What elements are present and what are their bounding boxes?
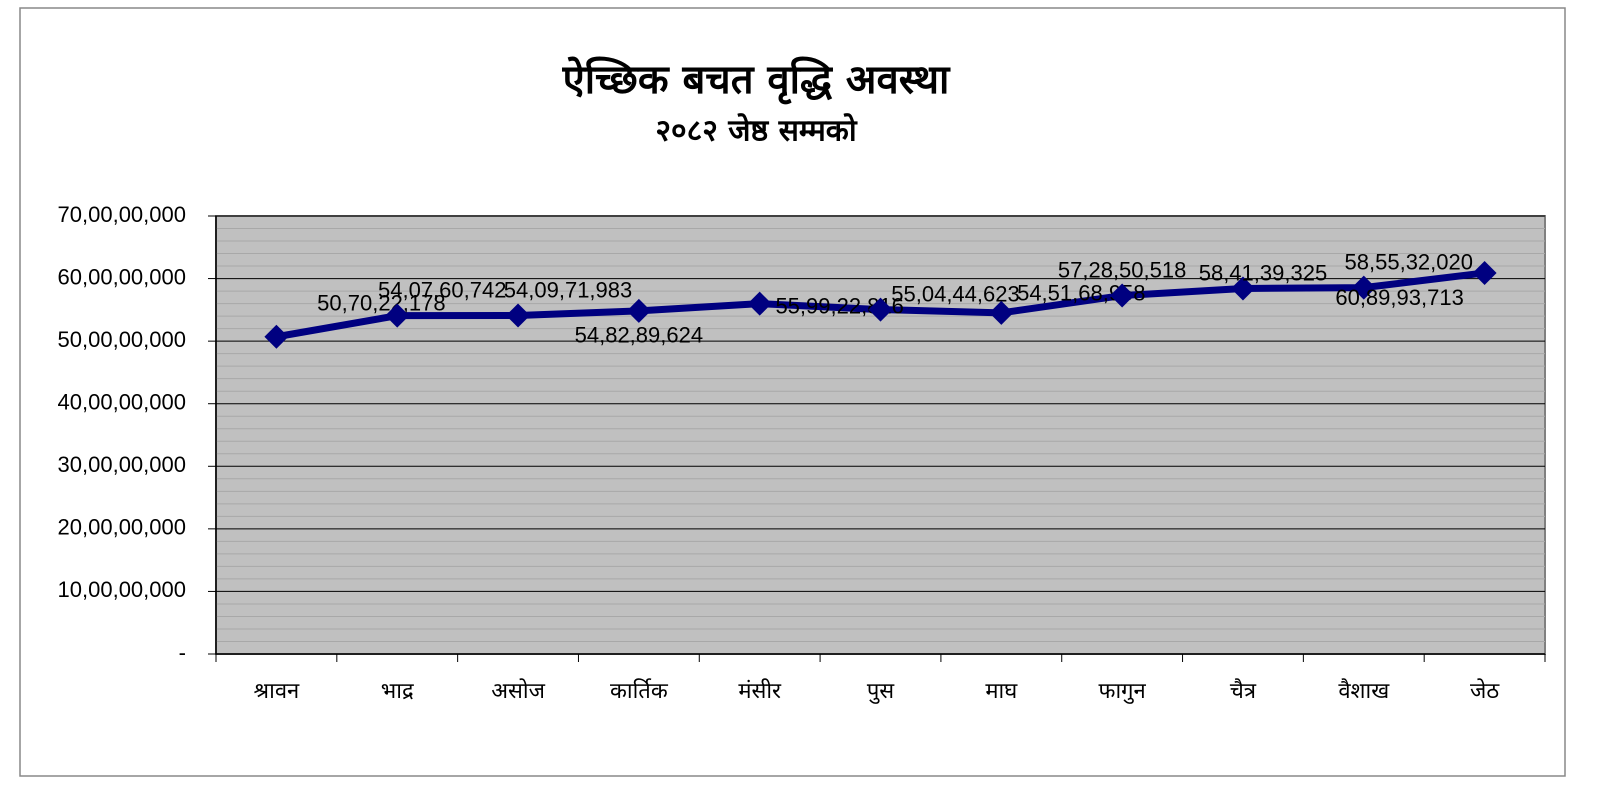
data-label: 58,55,32,020: [1345, 249, 1473, 274]
data-label: 54,09,71,983: [504, 277, 632, 302]
x-tick-label: वैशाख: [1338, 678, 1390, 704]
x-tick-label: श्रावन: [254, 679, 301, 704]
y-tick-label: 20,00,00,000: [58, 515, 186, 540]
data-point: [626, 298, 651, 323]
x-tick-label: चैत्र: [1230, 678, 1257, 704]
y-tick-label: 30,00,00,000: [58, 452, 186, 477]
data-point: [747, 291, 772, 316]
y-tick-label: 10,00,00,000: [58, 577, 186, 602]
data-label: 55,04,44,623: [891, 281, 1019, 306]
y-tick-label: 70,00,00,000: [58, 202, 186, 227]
x-tick-label: कार्तिक: [610, 678, 669, 704]
x-tick-label: असोज: [491, 678, 545, 704]
data-label: 54,07,60,742: [378, 277, 506, 302]
data-point: [385, 303, 410, 328]
data-point: [1110, 283, 1135, 308]
data-label: 54,82,89,624: [575, 323, 703, 348]
data-point: [1351, 275, 1376, 300]
x-tick-label: फागुन: [1099, 679, 1147, 704]
y-tick-label: -: [179, 640, 186, 665]
x-tick-label: माघ: [985, 679, 1018, 704]
data-label: 57,28,50,518: [1058, 257, 1186, 282]
y-tick-label: 50,00,00,000: [58, 327, 186, 352]
chart-subtitle: २०८२ जेष्ठ सम्मको: [655, 113, 857, 149]
data-point: [506, 303, 531, 328]
x-tick-label: भाद्र: [381, 679, 414, 704]
x-tick-label: जेठ: [1470, 678, 1500, 704]
data-label: 50,70,22,178: [317, 291, 445, 316]
data-point: [264, 324, 289, 349]
x-tick-label: पुस: [867, 679, 895, 704]
data-point: [1230, 276, 1255, 301]
data-point: [989, 300, 1014, 325]
data-label: 60,89,93,713: [1335, 285, 1463, 310]
chart-title: ऐच्छिक बचत वृद्धि अवस्था: [562, 56, 951, 105]
data-point: [1472, 260, 1497, 285]
y-tick-label: 40,00,00,000: [58, 390, 186, 415]
data-point: [868, 297, 893, 322]
y-tick-label: 60,00,00,000: [58, 264, 186, 289]
x-tick-label: मंसीर: [738, 678, 782, 704]
data-label: 58,41,39,325: [1199, 260, 1327, 285]
